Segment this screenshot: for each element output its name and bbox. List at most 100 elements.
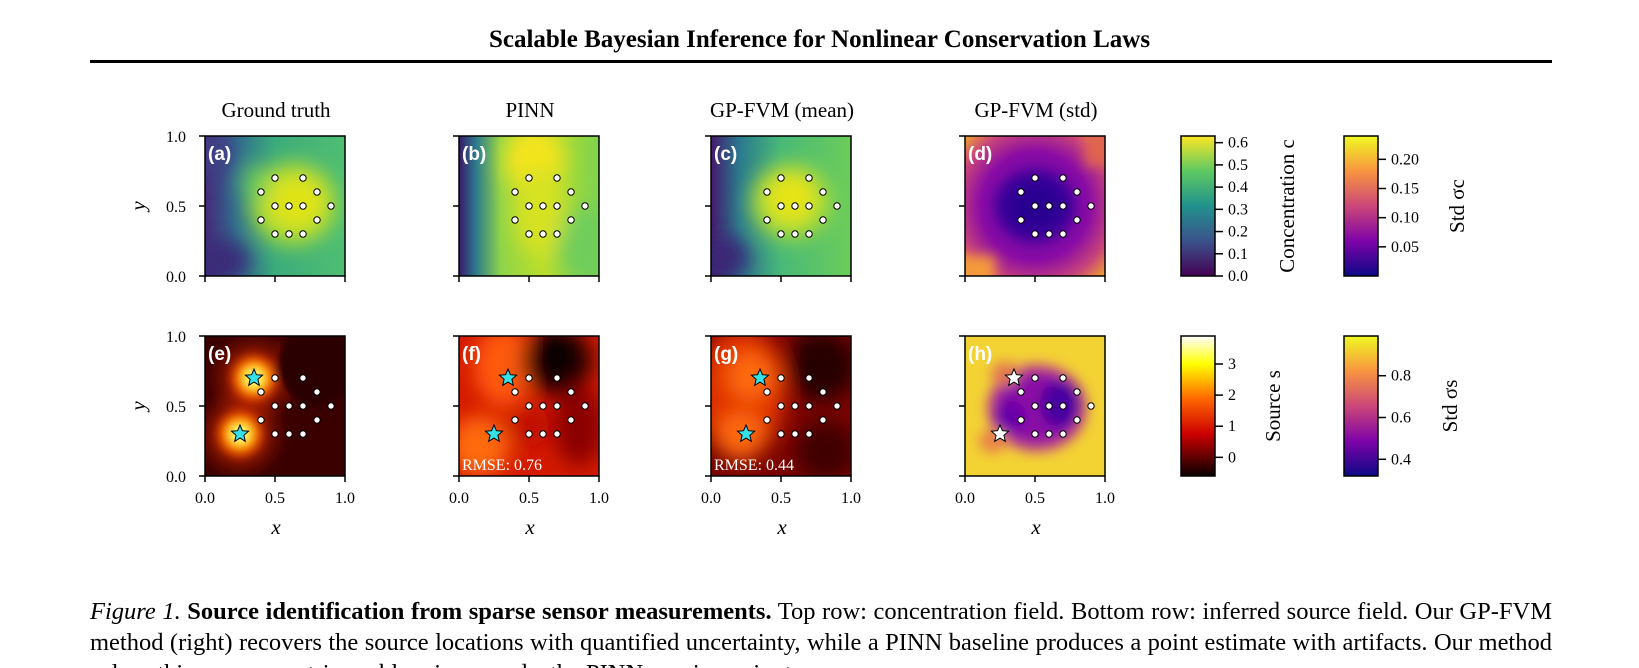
sensor-point (1045, 430, 1053, 438)
sensor-point (271, 374, 279, 382)
ytick-top-05: 0.5 (166, 199, 186, 216)
sensor-point (1031, 374, 1039, 382)
sensor-point (511, 388, 519, 396)
sensor-point (539, 202, 547, 210)
sensor-point (777, 430, 785, 438)
sensor-point (257, 216, 265, 224)
sensor-point (791, 202, 799, 210)
xtick-a-05: 0.5 (265, 490, 285, 507)
col-title-gpfvm-std: GP-FVM (std) (974, 98, 1097, 122)
rmse-f: RMSE: 0.76 (462, 457, 542, 474)
sensor-point (1059, 202, 1067, 210)
sensor-point (525, 174, 533, 182)
sensor-point (313, 188, 321, 196)
sensor-point (1073, 188, 1081, 196)
sensor-point (299, 402, 307, 410)
colorbar-label-source: Source s (1261, 370, 1285, 442)
sensor-point (271, 402, 279, 410)
sensor-point (525, 230, 533, 238)
sensor-point (511, 188, 519, 196)
ytick-top-1: 1.0 (166, 129, 186, 146)
sensor-point (777, 230, 785, 238)
sensor-point (805, 430, 813, 438)
xlabel-d: x (1030, 515, 1041, 539)
colorbar-tick-label: 0 (1228, 449, 1236, 466)
panel-letter-h: (h) (968, 344, 992, 365)
colorbar-label-std-c: Std σc (1445, 179, 1469, 233)
ylabel-top: y (126, 201, 150, 213)
col-title-gpfvm-mean: GP-FVM (mean) (710, 98, 854, 122)
sensor-point (1045, 202, 1053, 210)
sensor-point (1031, 202, 1039, 210)
colorbar-tick-label: 0.3 (1228, 201, 1248, 218)
colorbar-tick-label: 1 (1228, 418, 1236, 435)
xtick-c-1: 1.0 (841, 490, 861, 507)
sensor-point (777, 174, 785, 182)
sensor-point (581, 202, 589, 210)
sensor-point (285, 402, 293, 410)
sensor-point (257, 188, 265, 196)
colorbar-tick-label: 3 (1228, 356, 1236, 373)
sensor-point (1031, 174, 1039, 182)
sensor-point (1031, 402, 1039, 410)
sensor-point (285, 430, 293, 438)
sensor-point (567, 188, 575, 196)
sensor-point (1059, 174, 1067, 182)
sensor-point (819, 388, 827, 396)
sensor-point (299, 202, 307, 210)
source-star-marker (750, 367, 770, 387)
source-star-marker (498, 367, 518, 387)
sensor-point (313, 216, 321, 224)
xtick-b-05: 0.5 (519, 490, 539, 507)
xtick-d-05: 0.5 (1025, 490, 1045, 507)
xtick-c-05: 0.5 (771, 490, 791, 507)
ytick-top-0: 0.0 (166, 269, 186, 286)
sensor-point (553, 230, 561, 238)
sensor-point (791, 430, 799, 438)
colorbar-tick-label: 0.6 (1228, 135, 1248, 152)
sensor-point (1045, 402, 1053, 410)
sensor-point (525, 374, 533, 382)
colorbar-tick-label: 0.2 (1228, 224, 1248, 241)
sensor-point (1087, 202, 1095, 210)
colorbar-tick-label: 0.8 (1391, 368, 1411, 385)
colorbar-label-concentration: Concentration c (1275, 139, 1299, 273)
sensor-point (581, 402, 589, 410)
source-star-marker (230, 423, 250, 443)
sensor-point (525, 430, 533, 438)
sensor-point (539, 402, 547, 410)
colorbar-std-s (1343, 335, 1379, 477)
sensor-point (1087, 402, 1095, 410)
xlabel-a: x (270, 515, 281, 539)
sensor-point (313, 416, 321, 424)
sensor-point (271, 174, 279, 182)
colorbar-concentration (1180, 135, 1216, 277)
ylabel-bottom: y (126, 401, 150, 413)
sensor-point (1017, 388, 1025, 396)
sensor-point (819, 216, 827, 224)
sensor-point (271, 430, 279, 438)
source-star-marker (244, 367, 264, 387)
sensor-point (525, 202, 533, 210)
sensor-point (763, 188, 771, 196)
panel-letter-e: (e) (208, 344, 231, 365)
sensor-point (525, 402, 533, 410)
sensor-point (763, 416, 771, 424)
caption-title: Source identification from sparse sensor… (187, 598, 772, 625)
sensor-point (805, 174, 813, 182)
sensor-point (313, 388, 321, 396)
sensor-point (1059, 374, 1067, 382)
sensor-point (567, 416, 575, 424)
col-title-pinn: PINN (505, 98, 554, 122)
sensor-point (1073, 216, 1081, 224)
xtick-a-1: 1.0 (335, 490, 355, 507)
sensor-point (791, 402, 799, 410)
sensor-point (819, 416, 827, 424)
sensor-point (833, 402, 841, 410)
header-rule (90, 60, 1552, 63)
running-title: Scalable Bayesian Inference for Nonlinea… (488, 26, 1151, 53)
colorbar-tick-label: 0.0 (1228, 268, 1248, 285)
colorbar-source (1180, 335, 1216, 477)
sensor-point (1059, 230, 1067, 238)
caption-label: Figure 1. (90, 598, 181, 625)
